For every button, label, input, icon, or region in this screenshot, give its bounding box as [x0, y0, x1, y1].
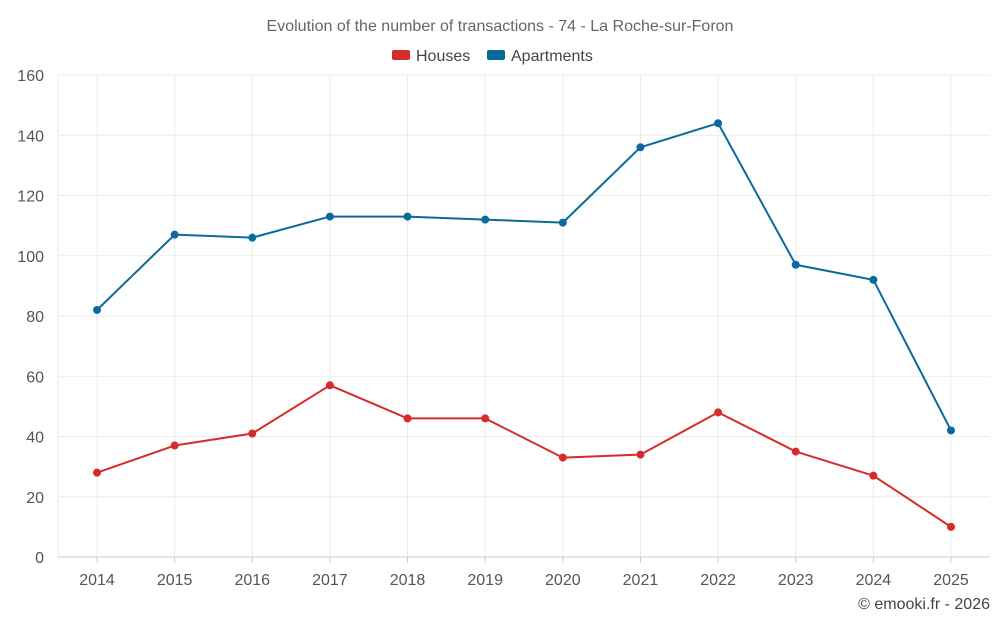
legend-swatch-apartments	[487, 50, 505, 60]
legend-item-houses[interactable]: Houses	[392, 48, 470, 65]
y-tick-label: 0	[35, 550, 44, 567]
y-tick-label: 120	[17, 189, 44, 206]
series-line-houses	[96, 384, 952, 528]
data-point-apartments[interactable]: Apartments 2020: 111	[558, 218, 567, 227]
data-point-houses[interactable]: Houses 2017: 57	[325, 381, 334, 390]
x-tick-label: 2025	[933, 572, 969, 589]
y-tick-label: 40	[26, 430, 44, 447]
x-tick-label: 2018	[390, 572, 426, 589]
data-point-apartments[interactable]: Apartments 2024: 92	[869, 275, 878, 284]
data-point-apartments[interactable]: Apartments 2021: 136	[636, 143, 645, 152]
legend-swatch-houses	[392, 50, 410, 60]
data-point-apartments[interactable]: Apartments 2017: 113	[325, 212, 334, 221]
data-point-apartments[interactable]: Apartments 2023: 97	[791, 260, 800, 269]
data-point-apartments[interactable]: Apartments 2019: 112	[481, 215, 490, 224]
data-point-houses[interactable]: Houses 2025: 10	[947, 522, 955, 531]
data-point-apartments[interactable]: Apartments 2014: 82	[93, 305, 101, 314]
series-line-apartments	[96, 122, 952, 431]
data-point-apartments[interactable]: Apartments 2015: 107	[170, 230, 179, 239]
copyright-footer: © emooki.fr - 2026	[858, 596, 990, 613]
data-point-houses[interactable]: Houses 2018: 46	[403, 414, 412, 423]
data-point-apartments[interactable]: Apartments 2016: 106	[248, 233, 257, 242]
axes: 0 20 40 60 80 100 120 140 160 2014 2015 2016 2017 201…	[17, 68, 990, 589]
x-tick-label: 2019	[467, 572, 503, 589]
x-tick-label: 2024	[856, 572, 892, 589]
data-point-houses[interactable]: Houses 2019: 46	[481, 414, 490, 423]
data-point-apartments[interactable]: Apartments 2022: 144	[714, 119, 723, 128]
chart-title: Evolution of the number of transactions …	[267, 18, 734, 35]
y-tick-label: 140	[17, 128, 44, 145]
data-point-houses[interactable]: Houses 2021: 34	[636, 450, 645, 459]
legend-label-houses: Houses	[416, 48, 470, 65]
data-point-houses[interactable]: Houses 2014: 28	[93, 468, 101, 477]
data-point-apartments[interactable]: Apartments 2025: 42	[947, 426, 955, 435]
x-tick-label: 2017	[312, 572, 348, 589]
legend-item-apartments[interactable]: Apartments	[487, 48, 593, 65]
x-tick-label: 2015	[157, 572, 193, 589]
x-tick-label: 2014	[79, 572, 115, 589]
series: Houses 2014: 28 Houses 2015: 37 Houses 201…	[93, 119, 955, 531]
x-tick-label: 2023	[778, 572, 814, 589]
legend-label-apartments: Apartments	[511, 48, 593, 65]
data-point-houses[interactable]: Houses 2024: 27	[869, 471, 878, 480]
data-point-houses[interactable]: Houses 2016: 41	[248, 429, 257, 438]
data-point-houses[interactable]: Houses 2015: 37	[170, 441, 179, 450]
data-point-houses[interactable]: Houses 2020: 33	[558, 453, 567, 462]
legend: Houses Apartments	[392, 48, 593, 65]
data-point-houses[interactable]: Houses 2022: 48	[714, 408, 723, 417]
y-tick-label: 20	[26, 490, 44, 507]
x-tick-label: 2020	[545, 572, 581, 589]
y-tick-label: 160	[17, 68, 44, 85]
grid	[58, 74, 990, 557]
data-point-apartments[interactable]: Apartments 2018: 113	[403, 212, 412, 221]
y-tick-label: 100	[17, 249, 44, 266]
x-tick-label: 2016	[234, 572, 270, 589]
data-point-houses[interactable]: Houses 2023: 35	[791, 447, 800, 456]
y-tick-label: 60	[26, 369, 44, 386]
x-tick-label: 2022	[700, 572, 736, 589]
x-tick-label: 2021	[623, 572, 659, 589]
y-tick-label: 80	[26, 309, 44, 326]
